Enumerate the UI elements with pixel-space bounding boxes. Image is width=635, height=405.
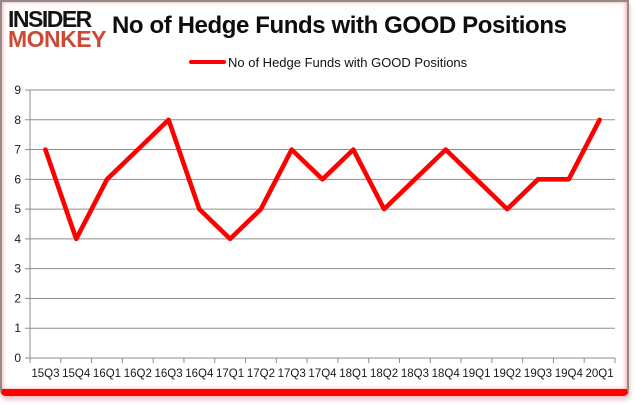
- x-tick-label: 17Q1: [216, 368, 244, 380]
- x-tick-label: 16Q3: [155, 368, 183, 380]
- legend-line-icon: [189, 59, 226, 65]
- y-tick-label: 9: [14, 83, 21, 97]
- insider-monkey-logo: INSIDER MONKEY: [8, 6, 106, 52]
- y-tick-label: 1: [14, 321, 21, 335]
- y-tick-label: 6: [14, 172, 21, 186]
- x-tick-label: 16Q4: [185, 368, 214, 380]
- x-tick-label: 15Q3: [31, 368, 59, 380]
- logo-line-monkey: MONKEY: [8, 26, 106, 52]
- logo-line-insider: INSIDER: [8, 6, 92, 32]
- x-tick-label: 18Q3: [401, 368, 429, 380]
- x-tick-label: 15Q4: [62, 368, 91, 380]
- x-tick-label: 17Q4: [308, 368, 337, 380]
- x-tick-label: 17Q3: [278, 368, 306, 380]
- x-tick-label: 19Q3: [524, 368, 552, 380]
- y-tick-label: 8: [14, 113, 21, 127]
- y-tick-label: 3: [14, 262, 21, 276]
- y-tick-label: 2: [14, 291, 21, 305]
- x-tick-label: 16Q2: [124, 368, 152, 380]
- series-line: [43, 117, 602, 242]
- x-tick-label: 17Q2: [247, 368, 275, 380]
- y-tick-label: 5: [14, 202, 21, 216]
- x-tick-label: 19Q1: [462, 368, 490, 380]
- legend: No of Hedge Funds with GOOD Positions: [189, 54, 468, 70]
- x-tick-label: 19Q4: [555, 368, 584, 380]
- chart-title: No of Hedge Funds with GOOD Positions: [112, 12, 567, 39]
- x-tick-label: 18Q2: [370, 368, 398, 380]
- x-tick-label: 18Q1: [339, 368, 367, 380]
- chart-frame: [0, 0, 629, 396]
- legend-label: No of Hedge Funds with GOOD Positions: [228, 54, 468, 70]
- x-tick-label: 20Q1: [586, 368, 614, 380]
- y-tick-label: 4: [14, 232, 21, 246]
- x-tick-label: 19Q2: [493, 368, 521, 380]
- y-tick-label: 7: [14, 143, 21, 157]
- x-tick-label: 18Q4: [432, 368, 461, 380]
- x-tick-label: 16Q1: [93, 368, 121, 380]
- y-tick-label: 0: [14, 351, 21, 365]
